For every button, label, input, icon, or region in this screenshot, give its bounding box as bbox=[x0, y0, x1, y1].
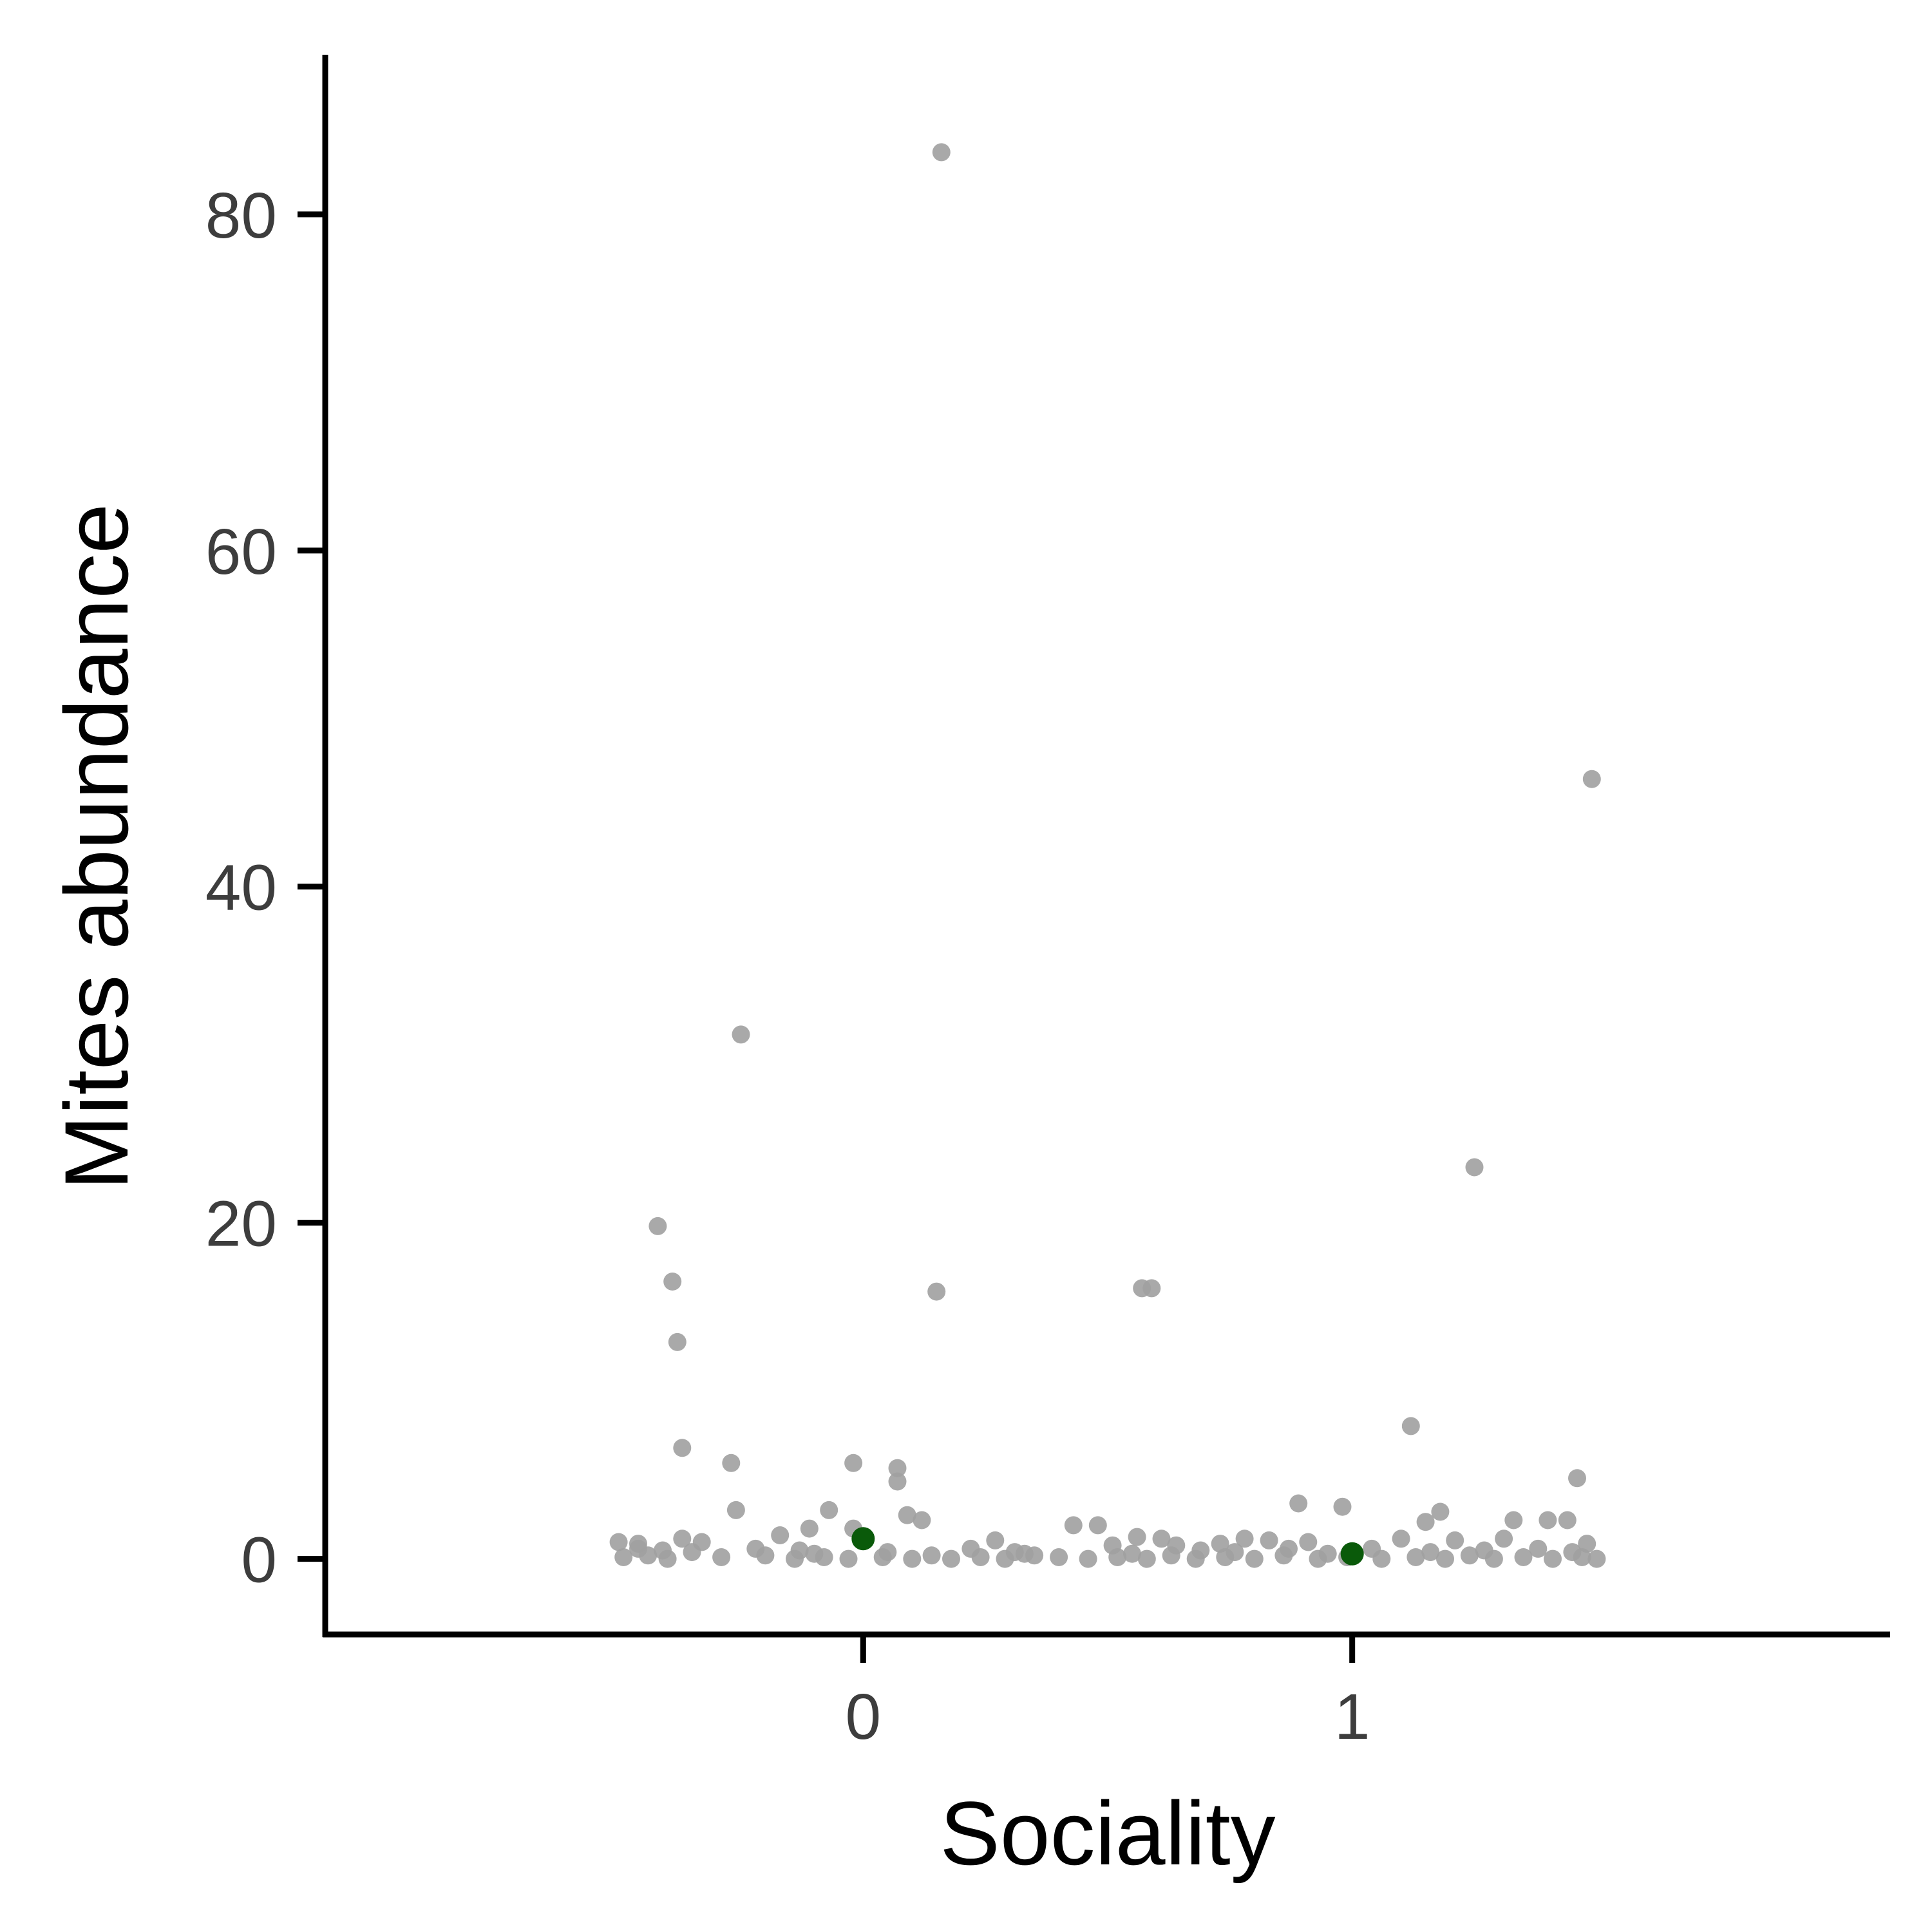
data-point bbox=[1558, 1511, 1577, 1530]
data-point bbox=[1289, 1494, 1308, 1513]
data-point bbox=[932, 143, 951, 162]
data-point bbox=[888, 1472, 907, 1491]
data-point bbox=[1406, 1548, 1425, 1566]
data-point bbox=[1088, 1516, 1107, 1535]
data-point bbox=[1137, 1549, 1156, 1568]
data-point bbox=[756, 1546, 775, 1565]
data-point bbox=[922, 1546, 941, 1565]
data-point bbox=[1123, 1544, 1141, 1563]
data-point bbox=[1025, 1546, 1044, 1565]
data-point bbox=[1392, 1530, 1410, 1548]
data-point bbox=[1274, 1546, 1293, 1565]
data-point bbox=[1582, 770, 1601, 788]
data-point bbox=[1436, 1549, 1454, 1568]
x-tick-label: 0 bbox=[846, 1681, 882, 1753]
y-tick-label: 0 bbox=[241, 1524, 277, 1596]
data-point bbox=[609, 1533, 628, 1551]
data-point bbox=[986, 1531, 1005, 1549]
data-point bbox=[732, 1025, 750, 1044]
data-point bbox=[663, 1273, 682, 1291]
data-point bbox=[1568, 1469, 1586, 1488]
data-point bbox=[913, 1511, 931, 1530]
data-point bbox=[722, 1454, 741, 1472]
data-point bbox=[1333, 1497, 1352, 1516]
data-point bbox=[1514, 1548, 1533, 1566]
data-point bbox=[805, 1544, 824, 1563]
data-point bbox=[1226, 1543, 1244, 1562]
data-point bbox=[942, 1549, 960, 1568]
y-tick-label: 60 bbox=[205, 516, 277, 588]
data-point bbox=[844, 1454, 863, 1472]
data-point bbox=[898, 1506, 916, 1524]
data-point bbox=[927, 1282, 946, 1301]
data-point bbox=[1260, 1531, 1278, 1549]
data-point bbox=[649, 1217, 667, 1235]
data-point bbox=[1142, 1279, 1161, 1298]
mean-point bbox=[1340, 1542, 1364, 1566]
data-point bbox=[800, 1519, 819, 1538]
data-point bbox=[1544, 1549, 1562, 1568]
means-layer bbox=[851, 1527, 1364, 1566]
data-point bbox=[1484, 1549, 1503, 1568]
y-axis-title: Mites abundance bbox=[46, 504, 147, 1190]
data-point bbox=[1446, 1531, 1464, 1549]
data-point bbox=[668, 1332, 687, 1351]
y-tick-label: 40 bbox=[205, 852, 277, 924]
points-layer bbox=[609, 143, 1606, 1568]
data-point bbox=[771, 1526, 790, 1544]
data-point bbox=[903, 1549, 922, 1568]
data-point bbox=[1401, 1417, 1420, 1435]
data-point bbox=[1372, 1549, 1391, 1568]
data-point bbox=[658, 1549, 677, 1568]
data-point bbox=[1064, 1516, 1083, 1535]
data-point bbox=[1299, 1533, 1318, 1551]
data-point bbox=[673, 1439, 692, 1457]
data-point bbox=[683, 1543, 701, 1562]
data-point bbox=[1421, 1543, 1440, 1562]
data-point bbox=[971, 1548, 990, 1566]
data-point bbox=[1416, 1513, 1435, 1531]
y-ticks: 0 20 40 60 80 bbox=[205, 180, 325, 1596]
data-point bbox=[1539, 1511, 1557, 1530]
data-point bbox=[614, 1548, 633, 1566]
data-point bbox=[1465, 1158, 1484, 1177]
data-point bbox=[712, 1548, 731, 1566]
data-point bbox=[1152, 1530, 1171, 1548]
data-point bbox=[1079, 1549, 1097, 1568]
mean-point bbox=[851, 1527, 875, 1551]
data-point bbox=[1460, 1546, 1479, 1565]
data-point bbox=[786, 1549, 804, 1568]
data-point bbox=[1529, 1539, 1548, 1558]
data-point bbox=[1005, 1543, 1024, 1562]
y-tick-label: 20 bbox=[205, 1188, 277, 1260]
data-point bbox=[1128, 1528, 1146, 1546]
data-point bbox=[1235, 1530, 1254, 1548]
data-point bbox=[1318, 1544, 1337, 1563]
data-point bbox=[1504, 1511, 1523, 1530]
data-point bbox=[839, 1549, 858, 1568]
data-point bbox=[673, 1530, 692, 1548]
data-point bbox=[1108, 1548, 1127, 1566]
data-point bbox=[888, 1459, 907, 1477]
x-tick-label: 1 bbox=[1334, 1681, 1370, 1753]
x-axis-title: Sociality bbox=[940, 1783, 1275, 1884]
data-point bbox=[820, 1501, 838, 1519]
data-point bbox=[873, 1548, 892, 1566]
data-point bbox=[1162, 1546, 1180, 1565]
data-point bbox=[1587, 1549, 1606, 1568]
y-tick-label: 80 bbox=[205, 180, 277, 252]
data-point bbox=[1495, 1530, 1513, 1548]
data-point bbox=[1431, 1502, 1450, 1521]
data-point bbox=[1573, 1548, 1591, 1566]
data-point bbox=[639, 1546, 658, 1565]
data-point bbox=[1245, 1549, 1264, 1568]
data-point bbox=[1186, 1549, 1205, 1568]
data-point bbox=[726, 1501, 745, 1519]
data-point bbox=[1050, 1548, 1068, 1566]
